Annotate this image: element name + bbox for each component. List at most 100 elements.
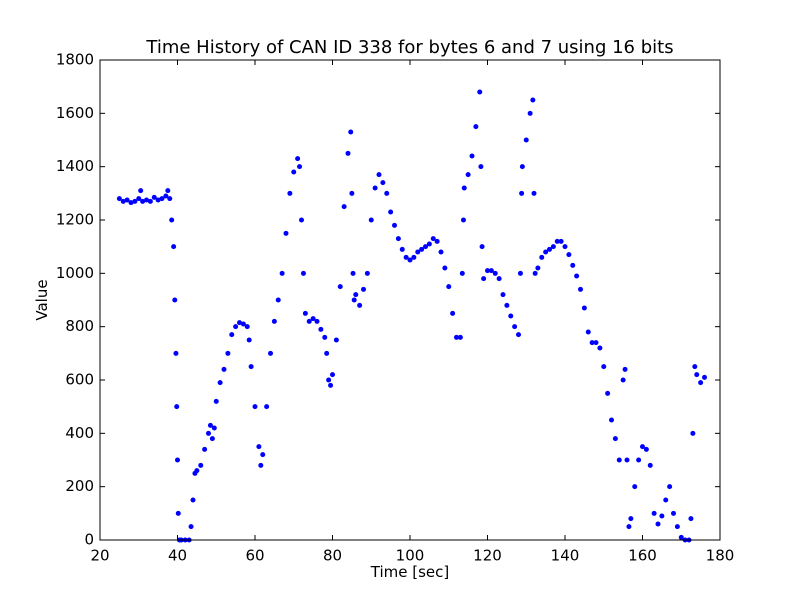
y-tick-label: 1800 <box>56 51 94 69</box>
data-point <box>318 326 324 332</box>
data-point <box>194 468 200 474</box>
data-point <box>364 270 370 276</box>
data-point <box>478 164 484 170</box>
data-point <box>172 297 178 303</box>
x-tick-label: 160 <box>628 547 657 565</box>
x-tick-label: 120 <box>473 547 502 565</box>
data-point <box>632 484 638 490</box>
data-point <box>302 310 308 316</box>
data-point <box>500 292 506 298</box>
data-point <box>136 196 142 202</box>
y-tick-label: 800 <box>65 317 94 335</box>
data-point <box>674 524 680 530</box>
y-tick-label: 600 <box>65 371 94 389</box>
data-point <box>217 380 223 386</box>
data-point <box>175 457 180 463</box>
data-point <box>539 254 545 260</box>
data-point <box>663 497 669 503</box>
data-point <box>581 305 587 311</box>
data-point <box>128 200 134 206</box>
data-point <box>589 340 595 346</box>
data-point <box>519 190 525 196</box>
data-point <box>504 302 510 308</box>
data-point <box>326 377 332 383</box>
data-point <box>384 190 390 196</box>
data-point <box>479 244 485 250</box>
data-point <box>202 446 208 452</box>
data-point <box>159 196 165 202</box>
data-point <box>554 238 560 244</box>
data-point <box>138 188 144 194</box>
data-point <box>392 222 397 228</box>
data-point <box>341 204 347 210</box>
y-tick-label: 1000 <box>56 264 94 282</box>
data-point <box>291 169 297 175</box>
data-point <box>169 217 175 223</box>
data-point <box>283 230 289 236</box>
data-point <box>376 172 382 178</box>
data-point <box>461 185 467 191</box>
data-point <box>353 292 359 298</box>
data-point <box>173 350 179 356</box>
chart-title: Time History of CAN ID 338 for bytes 6 a… <box>145 37 673 58</box>
data-point <box>640 444 645 450</box>
data-point <box>566 252 572 258</box>
data-point <box>457 334 463 340</box>
data-point <box>574 273 580 279</box>
data-point <box>678 534 684 540</box>
data-point <box>395 236 401 242</box>
data-point <box>531 190 537 196</box>
data-point <box>310 316 316 322</box>
data-point <box>151 194 157 200</box>
data-point <box>419 246 425 252</box>
data-point <box>512 324 518 330</box>
data-point <box>543 249 549 255</box>
data-point <box>229 332 235 338</box>
data-point <box>626 524 632 530</box>
data-point <box>624 457 630 463</box>
data-point <box>275 297 281 303</box>
data-point <box>523 137 529 143</box>
data-point <box>206 430 211 436</box>
data-point <box>237 320 242 326</box>
data-point <box>496 276 502 282</box>
data-point <box>671 510 676 516</box>
plot-area <box>116 89 707 543</box>
data-point <box>601 364 607 370</box>
data-point <box>328 382 334 388</box>
data-point <box>426 241 432 247</box>
data-point <box>188 524 194 530</box>
data-point <box>190 497 196 503</box>
data-point <box>659 513 665 519</box>
data-point <box>667 484 673 490</box>
data-point <box>258 462 264 468</box>
x-axis-label: Time [sec] <box>370 563 449 581</box>
data-point <box>306 318 312 324</box>
data-point <box>647 462 653 468</box>
data-point <box>609 417 614 423</box>
data-point <box>297 164 303 170</box>
data-point <box>351 297 357 303</box>
data-point <box>527 110 533 116</box>
data-point <box>593 340 599 346</box>
data-point <box>411 254 417 260</box>
data-point <box>324 350 330 356</box>
data-point <box>516 332 521 338</box>
data-point <box>225 350 231 356</box>
data-point <box>345 150 351 156</box>
y-tick-label: 1200 <box>56 211 94 229</box>
data-point <box>616 457 622 463</box>
data-point <box>368 217 374 223</box>
data-point <box>643 446 649 452</box>
data-point <box>578 286 583 292</box>
data-point <box>349 190 355 196</box>
x-tick-label: 60 <box>245 547 264 565</box>
data-point <box>211 425 217 431</box>
data-point <box>244 324 250 330</box>
data-point <box>415 249 421 255</box>
data-point <box>399 246 405 252</box>
data-point <box>532 270 538 276</box>
data-point <box>380 180 386 186</box>
data-point <box>508 313 514 319</box>
